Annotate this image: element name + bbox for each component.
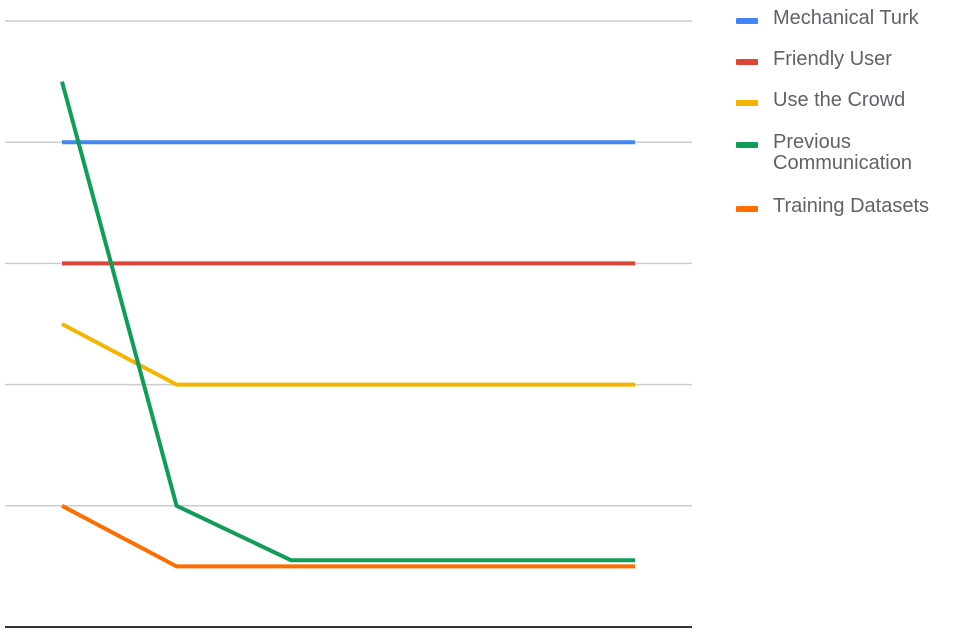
legend-swatch-friendly-user (736, 59, 758, 65)
legend-label: Previous Communication (773, 131, 912, 174)
legend-label: Use the Crowd (773, 89, 906, 111)
legend-swatch-training-datasets (736, 206, 758, 212)
series-line-training-datasets (61, 504, 635, 569)
legend-label: Training Datasets (773, 195, 929, 217)
legend-swatch-use-the-crowd (736, 100, 758, 106)
legend-item-previous-communication: Previous Communication (736, 132, 958, 174)
series-line-previous-communication (60, 81, 635, 563)
legend-item-friendly-user: Friendly User (736, 49, 958, 70)
legend-item-mechanical-turk: Mechanical Turk (736, 8, 958, 29)
legend-item-training-datasets: Training Datasets (736, 196, 958, 217)
legend-label: Friendly User (773, 48, 892, 70)
legend-swatch-previous-communication (736, 142, 758, 148)
series-line-use-the-crowd (61, 322, 635, 387)
legend-swatch-mechanical-turk (736, 18, 758, 24)
legend-item-use-the-crowd: Use the Crowd (736, 90, 958, 111)
legend-label: Mechanical Turk (773, 7, 919, 29)
series-lines (60, 81, 635, 569)
